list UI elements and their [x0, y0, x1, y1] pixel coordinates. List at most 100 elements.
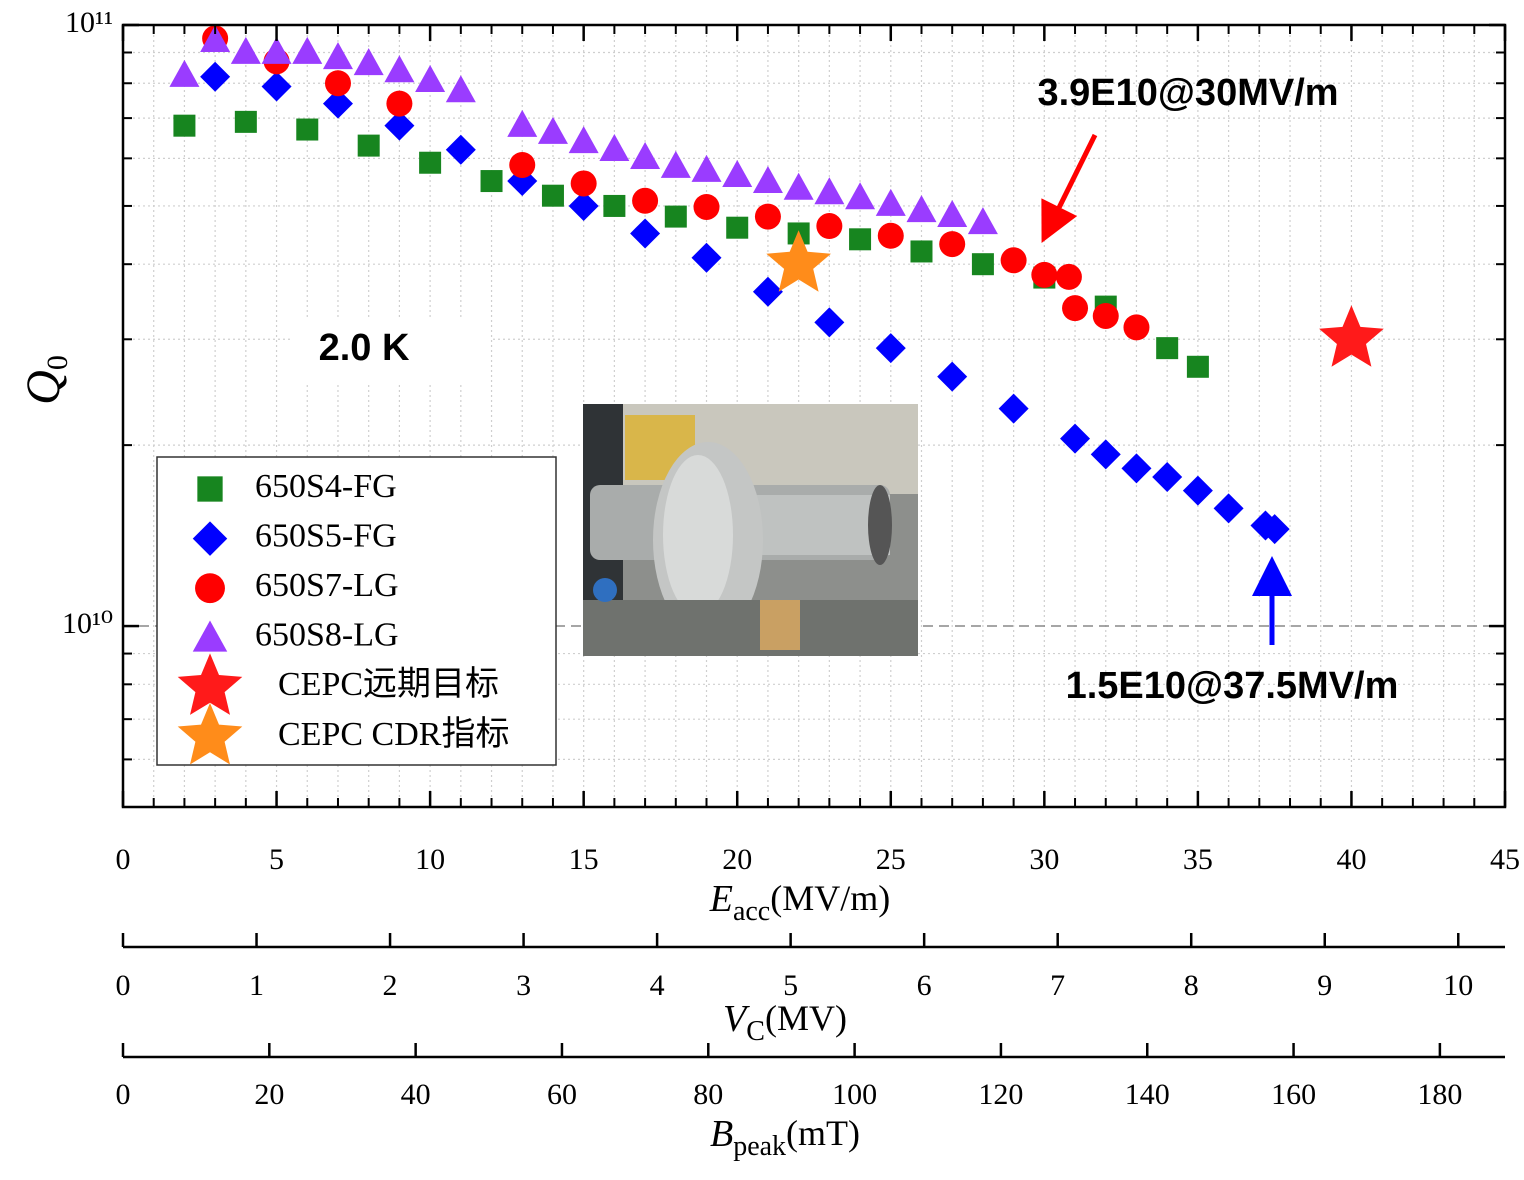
- x-tick-label: 100: [832, 1078, 877, 1111]
- marker: [177, 653, 243, 715]
- axis-symbol: V: [723, 998, 750, 1040]
- x-tick-label: 45: [1490, 843, 1520, 876]
- axis-subscript: acc: [733, 896, 770, 927]
- marker: [445, 134, 476, 165]
- marker: [599, 133, 630, 161]
- marker: [1000, 247, 1027, 274]
- arrow: [1041, 133, 1098, 243]
- marker: [630, 142, 661, 170]
- axis-subscript: C: [746, 1016, 765, 1047]
- marker: [630, 218, 661, 249]
- legend-label: CEPC CDR指标: [278, 715, 509, 753]
- x-tick-label: 2: [383, 969, 398, 1002]
- marker: [568, 126, 599, 154]
- x-tick-label: 10: [415, 843, 445, 876]
- axis-symbol: Q: [17, 370, 70, 405]
- marker: [691, 242, 722, 273]
- axis-unit: (MV/m): [770, 878, 890, 918]
- annotations: 3.9E10@30MV/m 1.5E10@37.5MV/m 2.0 K: [290, 72, 1398, 707]
- data-marks: [169, 25, 1384, 545]
- marker: [906, 195, 937, 223]
- x-tick-label: 4: [650, 969, 665, 1002]
- x-tick-label: 180: [1417, 1078, 1462, 1111]
- marker: [292, 36, 323, 64]
- marker: [693, 193, 720, 220]
- x-tick-label: 0: [116, 969, 131, 1002]
- photo-inset: [583, 404, 918, 656]
- label-bg: [290, 320, 490, 382]
- marker: [814, 307, 845, 338]
- marker: [261, 36, 292, 64]
- legend: 650S4-FG 650S5-FG 650S7-LG 650S8-LG CEPC远期目标…: [156, 456, 557, 766]
- marker: [384, 55, 415, 83]
- x-tick-label: 120: [978, 1078, 1023, 1111]
- x-tick-label: 9: [1317, 969, 1332, 1002]
- axis-symbol: E: [709, 878, 733, 920]
- x-tick-label: 35: [1183, 843, 1213, 876]
- marker: [195, 573, 225, 604]
- marker: [660, 150, 691, 178]
- x-tick-label: 40: [401, 1078, 431, 1111]
- x-tick-label: 30: [1029, 843, 1059, 876]
- marker: [664, 205, 687, 228]
- x-tick-label: 8: [1184, 969, 1199, 1002]
- marker: [939, 231, 966, 258]
- marker: [445, 75, 476, 103]
- marker: [480, 170, 503, 193]
- legend-label: 650S8-LG: [255, 617, 399, 654]
- annotation: 2.0 K: [319, 327, 410, 369]
- axis-subscript: peak: [733, 1131, 786, 1162]
- marker: [324, 70, 351, 97]
- marker: [971, 253, 994, 276]
- marker: [1062, 295, 1089, 322]
- marker: [877, 222, 904, 249]
- marker: [192, 620, 228, 652]
- marker: [415, 65, 446, 93]
- x-tick-label: 5: [783, 969, 798, 1002]
- marker: [197, 476, 223, 502]
- y-tick-label: 10¹¹: [65, 6, 113, 39]
- marker: [632, 187, 659, 214]
- marker: [537, 116, 568, 144]
- axis-label: VC(MV): [723, 998, 847, 1048]
- marker: [507, 109, 538, 137]
- marker: [998, 393, 1029, 424]
- marker: [783, 172, 814, 200]
- marker: [754, 203, 781, 230]
- legend-label: 650S4-FG: [255, 468, 397, 505]
- legend-box: [156, 456, 557, 766]
- marker: [1152, 462, 1183, 493]
- axis-symbol: B: [710, 1113, 733, 1155]
- marker: [173, 114, 196, 137]
- marker: [234, 110, 257, 133]
- marker: [386, 90, 413, 117]
- x-tick-label: 0: [116, 843, 131, 876]
- legend-label: 650S5-FG: [255, 517, 397, 554]
- marker: [570, 170, 597, 197]
- marker: [937, 361, 968, 392]
- marker: [296, 118, 319, 141]
- marker: [261, 71, 292, 102]
- marker: [1060, 423, 1091, 454]
- marker: [875, 333, 906, 364]
- marker: [691, 154, 722, 182]
- x-tick-label: 7: [1050, 969, 1065, 1002]
- x-tick-label: 60: [547, 1078, 577, 1111]
- x-tick-label: 15: [569, 843, 599, 876]
- marker: [752, 166, 783, 194]
- marker: [169, 59, 200, 87]
- axis-unit: (mT): [786, 1113, 860, 1153]
- marker: [200, 61, 231, 92]
- x-tick-label: 6: [917, 969, 932, 1002]
- marker: [766, 230, 831, 292]
- x-tick-label: 25: [876, 843, 906, 876]
- axis-label: Q0: [17, 355, 74, 405]
- axis-label: Eacc(MV/m): [709, 878, 891, 928]
- marker: [603, 194, 626, 217]
- legend-label: CEPC远期目标: [278, 665, 499, 703]
- marker: [967, 207, 998, 235]
- y-tick-label: 10¹⁰: [62, 607, 113, 640]
- x-tick-label: 40: [1336, 843, 1366, 876]
- marker: [814, 177, 845, 205]
